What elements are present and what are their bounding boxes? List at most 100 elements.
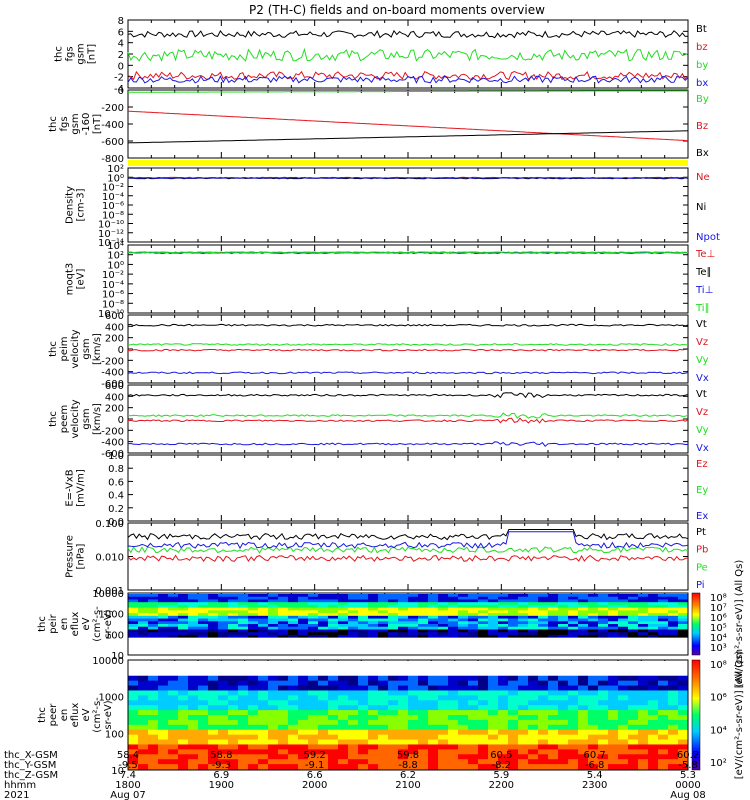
heatmap-cell bbox=[578, 700, 589, 706]
heatmap-cell bbox=[178, 670, 189, 677]
legend-label-Te⊥: Te⊥ bbox=[695, 249, 715, 260]
heatmap-cell bbox=[448, 705, 459, 711]
heatmap-cell bbox=[248, 618, 259, 622]
heatmap-cell bbox=[338, 594, 349, 598]
heatmap-cell bbox=[228, 749, 239, 755]
heatmap-cell bbox=[528, 615, 539, 620]
heatmap-cell bbox=[338, 690, 349, 696]
heatmap-cell bbox=[398, 675, 409, 682]
heatmap-cell bbox=[198, 624, 209, 628]
heatmap-cell bbox=[298, 729, 309, 736]
heatmap-cell bbox=[338, 724, 349, 731]
heatmap-cell bbox=[528, 724, 539, 731]
heatmap-cell bbox=[678, 719, 689, 726]
heatmap-cell bbox=[278, 648, 289, 652]
heatmap-cell bbox=[568, 613, 579, 617]
x-tick-label: -6.8 bbox=[585, 760, 605, 771]
heatmap-cell bbox=[458, 739, 469, 745]
heatmap-cell bbox=[368, 615, 379, 620]
heatmap-cell bbox=[478, 645, 489, 650]
heatmap-cell bbox=[288, 661, 299, 667]
heatmap-cell bbox=[248, 594, 259, 598]
heatmap-cell bbox=[498, 744, 509, 750]
heatmap-cell bbox=[168, 624, 179, 628]
heatmap-cell bbox=[618, 739, 629, 745]
heatmap-cell bbox=[238, 754, 249, 760]
heatmap-cell bbox=[258, 648, 269, 652]
heatmap-cell bbox=[558, 624, 569, 628]
heatmap-cell bbox=[278, 624, 289, 628]
heatmap-cell bbox=[378, 648, 389, 652]
heatmap-cell bbox=[558, 685, 569, 691]
heatmap-cell bbox=[648, 624, 659, 628]
heatmap-cell bbox=[198, 759, 209, 765]
heatmap-cell bbox=[368, 739, 379, 745]
heatmap-cell bbox=[198, 764, 209, 770]
heatmap-cell bbox=[408, 729, 419, 736]
heatmap-cell bbox=[678, 640, 689, 644]
heatmap-cell bbox=[208, 640, 219, 644]
heatmap-cell bbox=[148, 651, 159, 655]
heatmap-cell bbox=[298, 705, 309, 711]
heatmap-cell bbox=[138, 596, 149, 600]
heatmap-cell bbox=[568, 599, 579, 603]
heatmap-cell bbox=[498, 665, 509, 672]
heatmap-cell bbox=[158, 643, 169, 647]
heatmap-cell bbox=[638, 690, 649, 696]
heatmap-cell bbox=[668, 675, 679, 682]
heatmap-cell bbox=[208, 729, 219, 736]
series-line-bx bbox=[127, 75, 689, 84]
heatmap-cell bbox=[408, 670, 419, 677]
heatmap-cell bbox=[558, 754, 569, 760]
heatmap-cell bbox=[178, 729, 189, 736]
series-line-Vz bbox=[127, 417, 689, 424]
heatmap-cell bbox=[668, 613, 679, 617]
heatmap-cell bbox=[168, 621, 179, 625]
heatmap-cell bbox=[508, 734, 519, 741]
heatmap-cell bbox=[178, 734, 189, 741]
heatmap-cell bbox=[128, 648, 139, 652]
heatmap-cell bbox=[488, 596, 499, 600]
heatmap-cell bbox=[428, 665, 439, 672]
heatmap-cell bbox=[208, 607, 219, 611]
heatmap-cell bbox=[468, 729, 479, 736]
heatmap-cell bbox=[618, 715, 629, 721]
heatmap-cell bbox=[358, 764, 369, 770]
heatmap-cell bbox=[268, 640, 279, 644]
heatmap-cell bbox=[338, 640, 349, 644]
heatmap-cell bbox=[188, 764, 199, 770]
heatmap-cell bbox=[488, 651, 499, 655]
heatmap-cell bbox=[628, 610, 639, 614]
x-tick-label: -8.2 bbox=[492, 760, 512, 771]
legend-label-Vt: Vt bbox=[696, 319, 707, 330]
heatmap-cell bbox=[248, 665, 259, 672]
heatmap-cell bbox=[258, 596, 269, 600]
y-tick-label: -400 bbox=[101, 438, 124, 449]
heatmap-cell bbox=[618, 613, 629, 617]
series-line-Pe bbox=[127, 546, 689, 554]
heatmap-cell bbox=[638, 599, 649, 603]
panel-frame bbox=[127, 89, 689, 159]
heatmap-cell bbox=[658, 604, 669, 609]
heatmap-cell bbox=[488, 640, 499, 644]
heatmap-cell bbox=[548, 651, 559, 655]
heatmap-cell bbox=[238, 621, 249, 625]
heatmap-cell bbox=[378, 754, 389, 760]
y-axis-label: velocity bbox=[70, 399, 81, 438]
x-tick-label: 1800 bbox=[115, 780, 140, 791]
heatmap-cell bbox=[178, 604, 189, 609]
heatmap-cell bbox=[238, 602, 249, 606]
heatmap-cell bbox=[438, 700, 449, 706]
heatmap-cell bbox=[208, 626, 219, 630]
heatmap-cell bbox=[308, 626, 319, 630]
heatmap-cell bbox=[338, 610, 349, 614]
heatmap-cell bbox=[588, 626, 599, 630]
heatmap-cell bbox=[458, 759, 469, 765]
heatmap-cell bbox=[288, 621, 299, 625]
heatmap-cell bbox=[628, 624, 639, 628]
heatmap-cell bbox=[548, 602, 559, 606]
heatmap-cell bbox=[678, 739, 689, 745]
heatmap-cell bbox=[598, 665, 609, 672]
heatmap-cell bbox=[368, 643, 379, 647]
heatmap-cell bbox=[188, 690, 199, 696]
